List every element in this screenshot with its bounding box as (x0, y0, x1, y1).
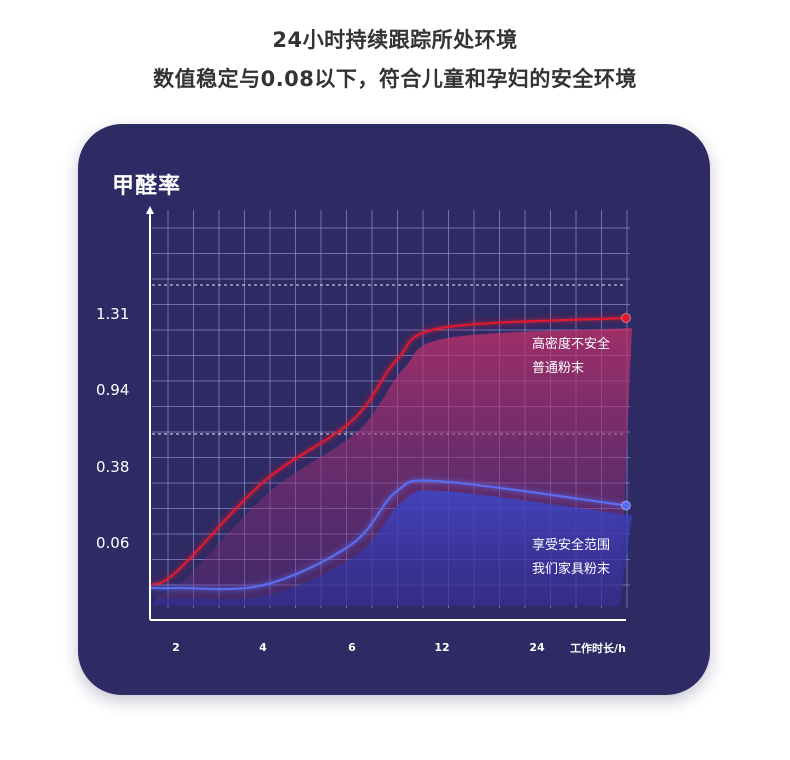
annotation-line: 高密度不安全 (532, 337, 611, 352)
y-tick-label: 0.38 (96, 458, 130, 476)
series-high-density-end-marker (621, 313, 631, 323)
y-tick-label: 1.31 (96, 305, 130, 323)
x-tick-label: 12 (434, 641, 450, 654)
y-tick-label: 0.94 (96, 381, 130, 399)
annotation-line: 普通粉末 (532, 361, 585, 376)
x-axis-title: 工作时长/h (570, 642, 626, 655)
x-tick-label: 6 (348, 641, 356, 654)
annotation-safe-range: 享受安全范围 我们家具粉末 (532, 534, 610, 582)
x-tick-label: 2 (172, 641, 180, 654)
x-tick-label: 4 (259, 641, 267, 654)
annotation-line: 享受安全范围 (532, 538, 611, 553)
series-high-density-line (149, 316, 627, 587)
heading-line-2: 数值稳定与0.08以下，符合儿童和孕妇的安全环境 (153, 67, 637, 91)
series-safe-range-end-marker (621, 500, 631, 511)
series-lines (148, 313, 631, 593)
x-tick-label: 24 (529, 641, 545, 654)
heading-line-1: 24小时持续跟踪所处环境 (272, 28, 518, 52)
series-safe-range-line (149, 479, 627, 591)
y-axis-arrow (146, 206, 154, 214)
y-axis-title: 甲醛率 (112, 174, 182, 199)
axes (146, 206, 626, 621)
annotation-high-density: 高密度不安全 普通粉末 (532, 333, 610, 381)
area-fills (152, 328, 632, 606)
annotation-line: 我们家具粉末 (532, 562, 611, 577)
y-tick-label: 0.06 (96, 534, 130, 552)
series-safe-range-area (152, 490, 632, 606)
